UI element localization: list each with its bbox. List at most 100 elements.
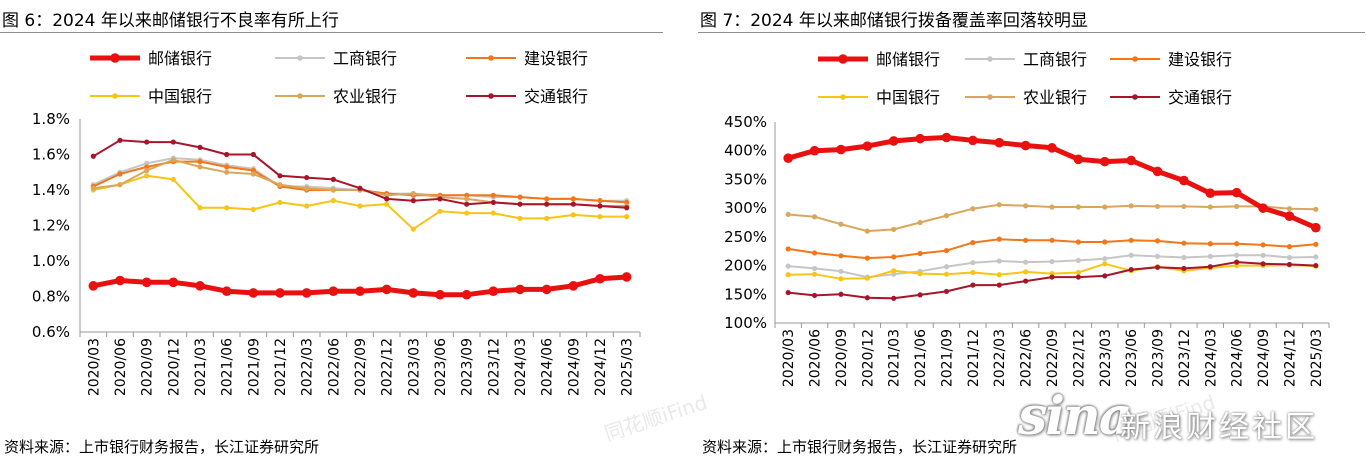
series-5-point [1023, 203, 1029, 209]
y-tick-label: 400% [724, 142, 767, 160]
series-4-point [304, 203, 310, 209]
series-1-point [862, 141, 873, 151]
series-1-point [809, 145, 820, 156]
x-tick-label: 2020/03 [781, 329, 797, 387]
series-4-point [410, 226, 416, 232]
series-6-point [811, 292, 818, 299]
series-1-point [941, 132, 952, 143]
series-4-point [197, 205, 203, 211]
series-4-point [490, 210, 496, 216]
series-5-point [90, 185, 96, 191]
sina-finance-logo: sina 新浪财经社区 [1018, 384, 1358, 454]
series-5-point [1286, 206, 1293, 212]
series-5-point [224, 169, 230, 175]
series-3-point [197, 159, 203, 165]
series-5-point [996, 202, 1002, 208]
series-3-point [1049, 237, 1055, 243]
legend-label: 交通银行 [1168, 88, 1232, 107]
series-4-point [224, 205, 230, 211]
legend-label: 中国银行 [148, 87, 212, 106]
legend-label: 交通银行 [524, 87, 588, 106]
x-tick-label: 2020/09 [140, 338, 156, 396]
series-3-point [970, 240, 976, 246]
series-1-point [568, 281, 579, 291]
series-1-point [141, 277, 152, 288]
series-1-point [168, 277, 179, 288]
series-3-point [864, 255, 870, 261]
legend-swatch-marker [112, 93, 118, 99]
series-2-point [1154, 253, 1161, 259]
series-6-point [624, 205, 630, 211]
series-1-point [1284, 211, 1295, 221]
series-4-point [785, 272, 791, 278]
series-6-point [570, 201, 576, 207]
series-6-point [1075, 274, 1081, 280]
series-1-point [1205, 188, 1216, 199]
y-tick-label: 250% [724, 228, 767, 246]
x-tick-label: 2021/09 [246, 338, 262, 396]
series-3-point [838, 253, 844, 259]
series-6-point [1313, 262, 1319, 269]
series-5-point [197, 164, 203, 170]
series-4-point [1102, 261, 1108, 267]
legend-swatch-marker [110, 53, 120, 63]
x-tick-label: 2025/03 [620, 338, 636, 396]
series-1-point [381, 284, 392, 295]
series-4-point [970, 269, 976, 276]
series-3-point [544, 196, 550, 202]
series-4-point [277, 199, 283, 206]
y-tick-label: 1.4% [32, 181, 70, 199]
series-5-point [1313, 206, 1319, 212]
series-4-point [144, 173, 150, 179]
x-tick-label: 2020/12 [166, 338, 182, 396]
series-2-point [943, 264, 950, 270]
series-1-point [195, 281, 205, 291]
series-2-point [970, 260, 976, 266]
series-5-point [811, 214, 818, 220]
series-1-point [248, 288, 259, 298]
legend-label: 邮储银行 [148, 49, 212, 68]
series-1-point [221, 286, 232, 296]
series-3-point [597, 198, 603, 204]
x-tick-label: 2024/03 [1203, 329, 1219, 387]
x-tick-label: 2021/03 [887, 329, 903, 387]
y-tick-label: 100% [724, 314, 767, 332]
series-1-point [888, 136, 899, 146]
series-1-point [88, 281, 99, 291]
series-3-point [1154, 238, 1161, 244]
series-1-point [1047, 143, 1057, 153]
series-6-point [224, 151, 230, 158]
series-2-point [1049, 258, 1055, 265]
figure-7-panel: 图 7：2024 年以来邮储银行拨备覆盖率回落较明显 100% 150% 200% 2… [698, 0, 1367, 468]
legend-label: 农业银行 [1023, 88, 1087, 107]
x-tick-label: 2020/09 [834, 329, 850, 387]
series-3-point [1313, 241, 1319, 247]
series-1-point [783, 153, 793, 163]
series-5-point [970, 206, 976, 212]
series-4-point [1075, 269, 1081, 276]
series-6-point [597, 203, 603, 209]
series-4-point [1023, 269, 1029, 275]
series-4-point [570, 212, 576, 218]
series-6-point [1234, 259, 1240, 265]
y-tick-label: 0.8% [32, 288, 70, 306]
series-4-point [864, 275, 870, 281]
series-1-point [328, 286, 339, 296]
series-2-point [996, 258, 1002, 264]
y-tick-label: 350% [724, 170, 767, 188]
series-6-point [1102, 273, 1108, 279]
series-3-point [1260, 242, 1266, 248]
series-6-point [864, 295, 870, 301]
y-tick-label: 0.6% [32, 323, 70, 341]
series-6-point [117, 137, 123, 143]
series-1-point [1126, 155, 1136, 166]
series-6-point [917, 292, 923, 298]
x-tick-label: 2024/06 [1230, 329, 1246, 387]
legend-swatch-marker [987, 94, 993, 100]
series-4-point [464, 210, 470, 216]
legend-swatch-marker [1132, 56, 1138, 62]
series-3-point [785, 246, 791, 252]
series-6-point [250, 151, 256, 158]
series-6-point [1286, 261, 1293, 268]
series-4-point [437, 208, 443, 214]
